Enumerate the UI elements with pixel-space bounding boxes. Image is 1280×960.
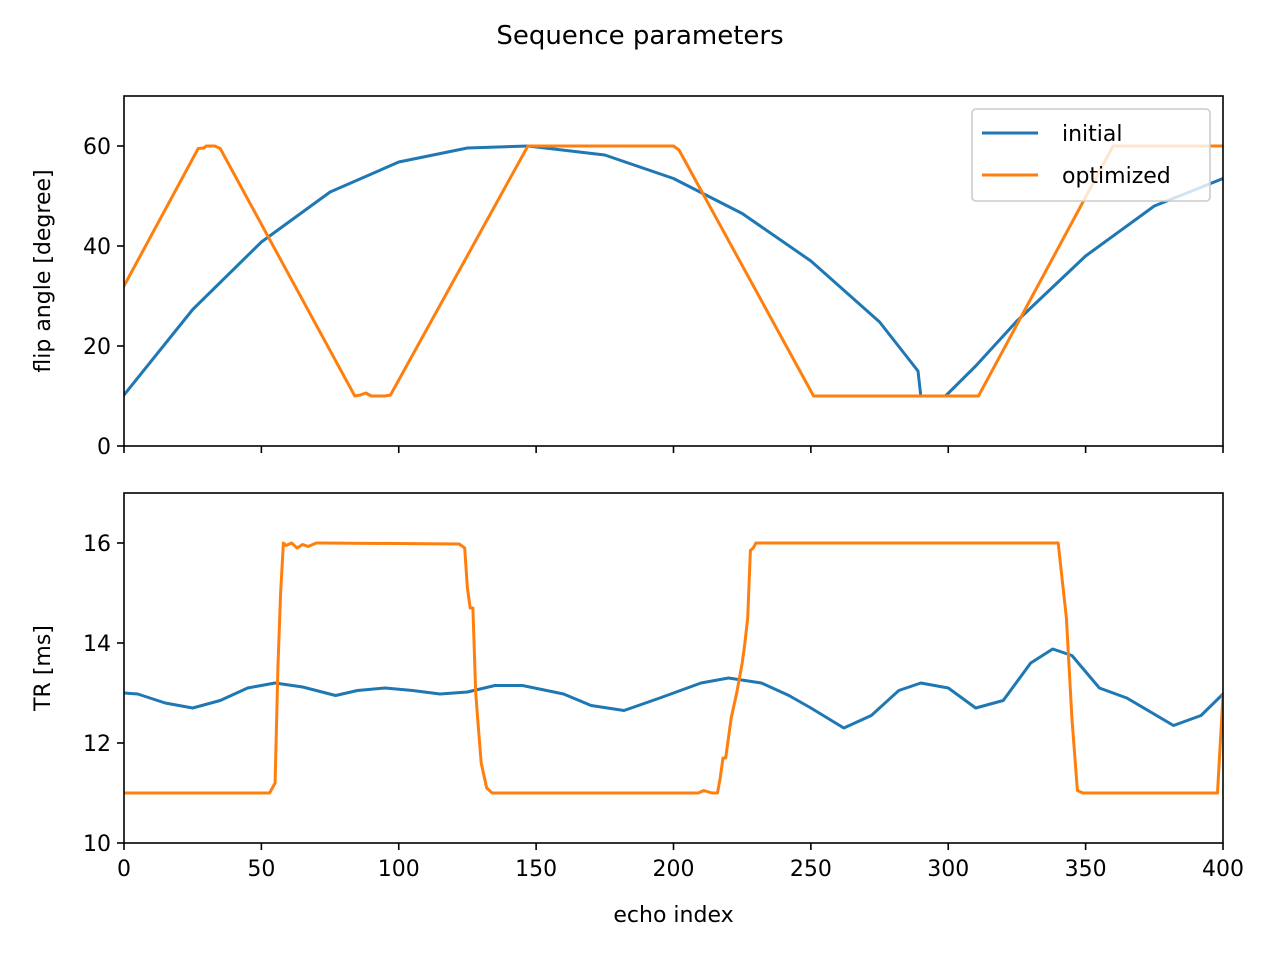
- series-line-initial: [124, 647, 1223, 730]
- y-tick-label: 0: [97, 435, 111, 460]
- chart-title: Sequence parameters: [496, 21, 783, 51]
- x-tick-label: 300: [927, 857, 969, 882]
- x-tick-label: 350: [1065, 857, 1107, 882]
- y-axis-label: flip angle [degree]: [31, 169, 56, 372]
- x-tick-label: 50: [247, 857, 275, 882]
- x-tick-label: 100: [378, 857, 420, 882]
- panel-2: 0 50 100 150 200 250 300 350 400 10 12 14 16 TR [ms]: [31, 492, 1244, 882]
- y-tick-label: 16: [83, 532, 111, 557]
- y-tick-label: 40: [83, 235, 111, 260]
- y-tick-label: 12: [83, 732, 111, 757]
- x-axis-label: echo index: [613, 903, 733, 928]
- x-tick-label: 150: [515, 857, 557, 882]
- series-line-initial: [124, 144, 1223, 398]
- plot-area: [124, 144, 1223, 398]
- x-tick-label: 400: [1202, 857, 1244, 882]
- series-line-optimized: [124, 144, 1223, 398]
- plot-area: [124, 541, 1223, 795]
- series-line-optimized: [124, 541, 1223, 795]
- x-tick-label: 250: [790, 857, 832, 882]
- legend-label-initial: initial: [1062, 122, 1123, 147]
- y-tick-label: 10: [83, 832, 111, 857]
- y-tick-label: 20: [83, 335, 111, 360]
- y-tick-label: 14: [83, 632, 111, 657]
- legend: initial optimized: [971, 108, 1211, 202]
- x-tick-label: 200: [653, 857, 695, 882]
- legend-label-optimized: optimized: [1062, 164, 1171, 189]
- panel-1: 0 20 40 60 flip angle [degree] initial optimiz…: [31, 95, 1224, 460]
- y-tick-label: 60: [83, 135, 111, 160]
- y-axis-label: TR [ms]: [31, 625, 56, 712]
- x-tick-label: 0: [117, 857, 131, 882]
